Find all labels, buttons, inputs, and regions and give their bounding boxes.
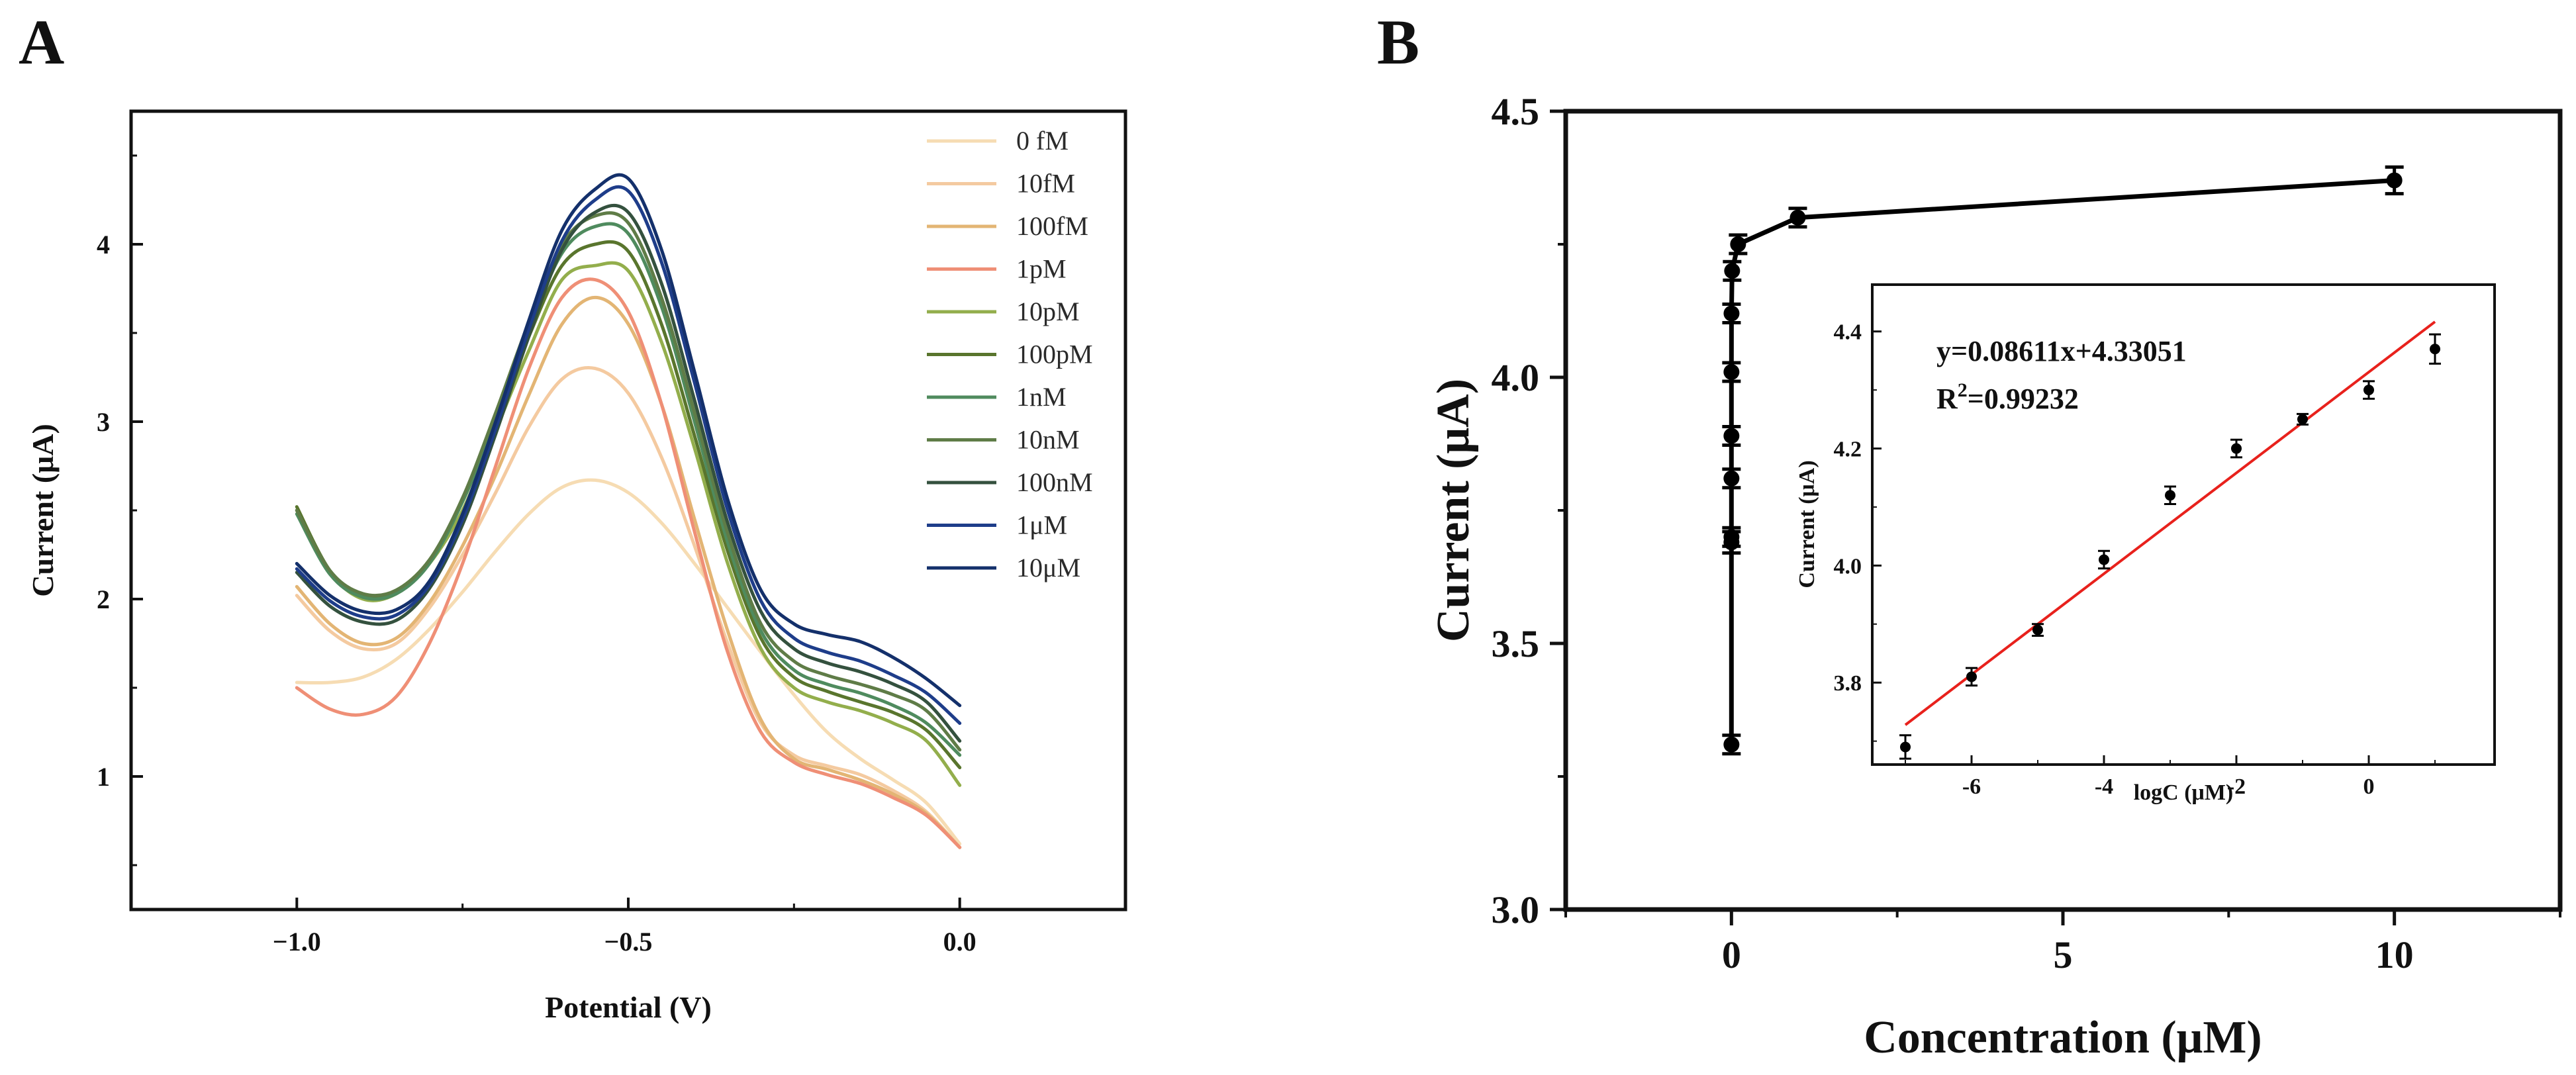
- legend-label: 10pM: [1016, 297, 1080, 326]
- inset-x-tick-label: -6: [1962, 774, 1981, 799]
- legend-label: 100fM: [1016, 211, 1088, 241]
- inset-data-point: [2363, 385, 2374, 396]
- inset-data-point: [2231, 443, 2242, 454]
- panel-b-y-tick-label: 4.5: [1492, 90, 1540, 133]
- panel-b-axes: 0 5 10 3.0 3.5 4.0 4.5: [1492, 90, 2561, 976]
- panel-a-series-line: [295, 366, 962, 849]
- legend-label: 1μM: [1016, 510, 1067, 540]
- panel-a-series-line: [295, 478, 962, 846]
- panel-a-series-line: [295, 173, 962, 708]
- panel-b-data-point: [1724, 263, 1741, 279]
- panel-b-data-point: [1723, 305, 1740, 322]
- inset-x-tick-label: 0: [2363, 774, 2375, 799]
- inset-data-point: [2099, 554, 2109, 565]
- inset-x-tick-label: -2: [2227, 774, 2246, 799]
- panel-b-data-point: [1789, 209, 1806, 226]
- inset-fit-line: [1904, 320, 2436, 726]
- panel-b-data-point: [1730, 236, 1746, 252]
- inset-plot: [1899, 320, 2441, 760]
- panel-a-y-tick-label: 4: [97, 230, 110, 259]
- panel-label-b: B: [1377, 7, 1419, 77]
- panel-a-series-line: [295, 185, 962, 725]
- inset-data-point: [2297, 414, 2308, 425]
- panel-a-x-axis-title: Potential (V): [545, 990, 712, 1024]
- panel-b-x-tick-label: 10: [2375, 933, 2414, 976]
- panel-b-y-tick-label: 4.0: [1492, 356, 1540, 399]
- panel-b-inset-chart: -6 -4 -2 0 3.8 4.0 4.2 4.4 y=0.08611x+4.33051 R…: [1795, 283, 2496, 805]
- legend-label: 0 fM: [1016, 126, 1069, 156]
- inset-data-point: [2430, 344, 2440, 355]
- legend-label: 100pM: [1016, 340, 1093, 369]
- inset-axes: -6 -4 -2 0 3.8 4.0 4.2 4.4: [1834, 320, 2436, 799]
- inset-y-tick-label: 3.8: [1834, 671, 1862, 696]
- legend-label: 10fM: [1016, 169, 1075, 199]
- legend-label: 100nM: [1016, 467, 1093, 497]
- legend-label: 1nM: [1016, 382, 1067, 412]
- panel-a-x-tick-label: 0.0: [943, 927, 977, 957]
- panel-a-axes: −1.0 −0.5 0.0 1 2 3 4: [97, 154, 977, 957]
- inset-data-point: [2032, 624, 2043, 635]
- panel-a-series-line: [295, 211, 962, 752]
- inset-x-axis-title: logC (μM): [2134, 780, 2234, 805]
- panel-a-y-axis-title: Current (μA): [26, 424, 60, 597]
- panel-a-series-line: [295, 295, 962, 849]
- panel-a-frame: [129, 109, 1127, 911]
- inset-fit-r-squared: R2=0.99232: [1936, 379, 2079, 415]
- inset-data-point: [1966, 671, 1977, 682]
- inset-data-point: [1900, 741, 1911, 753]
- panel-b-y-tick-label: 3.5: [1492, 622, 1540, 665]
- legend-label: 10nM: [1016, 425, 1080, 455]
- panel-b-x-tick-label: 0: [1722, 933, 1741, 976]
- panel-b-plot: [1722, 165, 2404, 756]
- panel-b-x-tick-label: 5: [2054, 933, 2073, 976]
- panel-a-series-line: [295, 222, 962, 757]
- panel-label-a: A: [19, 7, 64, 77]
- panel-a-series-line: [295, 240, 962, 770]
- panel-b-data-point: [1723, 470, 1740, 487]
- inset-y-tick-label: 4.4: [1834, 320, 1862, 345]
- panel-a-series-line: [295, 203, 962, 743]
- panel-b-data-point: [1723, 363, 1740, 380]
- panel-a-y-tick-label: 1: [97, 762, 110, 792]
- inset-data-point: [2165, 490, 2175, 501]
- panel-b-y-axis-title: Current (μA): [1428, 379, 1479, 642]
- inset-y-axis-title: Current (μA): [1795, 460, 1819, 588]
- panel-b-data-point: [1723, 428, 1740, 444]
- panel-a-series-lines: [295, 173, 962, 849]
- legend-label: 1pM: [1016, 254, 1067, 284]
- panel-a-series-line: [295, 277, 962, 849]
- panel-b-data-point: [1723, 529, 1740, 545]
- panel-b-data-point: [1723, 736, 1740, 753]
- inset-y-tick-label: 4.0: [1834, 554, 1862, 579]
- panel-a-x-tick-label: −1.0: [273, 927, 321, 957]
- panel-b-y-tick-label: 3.0: [1492, 888, 1540, 931]
- panel-a-y-tick-label: 3: [97, 407, 110, 437]
- panel-a-legend: 0 fM 10fM 100fM 1pM 10pM 100pM 1nM 10nM 100nM 1μM…: [927, 126, 1093, 583]
- panel-a-chart: −1.0 −0.5 0.0 1 2 3 4 0 fM 10fM 100fM 1pM 10pM 100p…: [26, 109, 1127, 1024]
- panel-b-x-axis-title: Concentration (μM): [1864, 1012, 2262, 1063]
- inset-y-tick-label: 4.2: [1834, 438, 1862, 462]
- panel-b-data-point: [2386, 172, 2403, 189]
- legend-label: 10μM: [1016, 553, 1080, 583]
- panel-a-x-tick-label: −0.5: [604, 927, 653, 957]
- panel-b-chart: 0 5 10 3.0 3.5 4.0 4.5 Concentration (μM) Curr…: [1428, 90, 2563, 1063]
- panel-a-series-line: [295, 261, 962, 787]
- inset-x-tick-label: -4: [2095, 774, 2113, 799]
- panel-a-y-tick-label: 2: [97, 584, 110, 614]
- inset-fit-equation: y=0.08611x+4.33051: [1936, 335, 2187, 367]
